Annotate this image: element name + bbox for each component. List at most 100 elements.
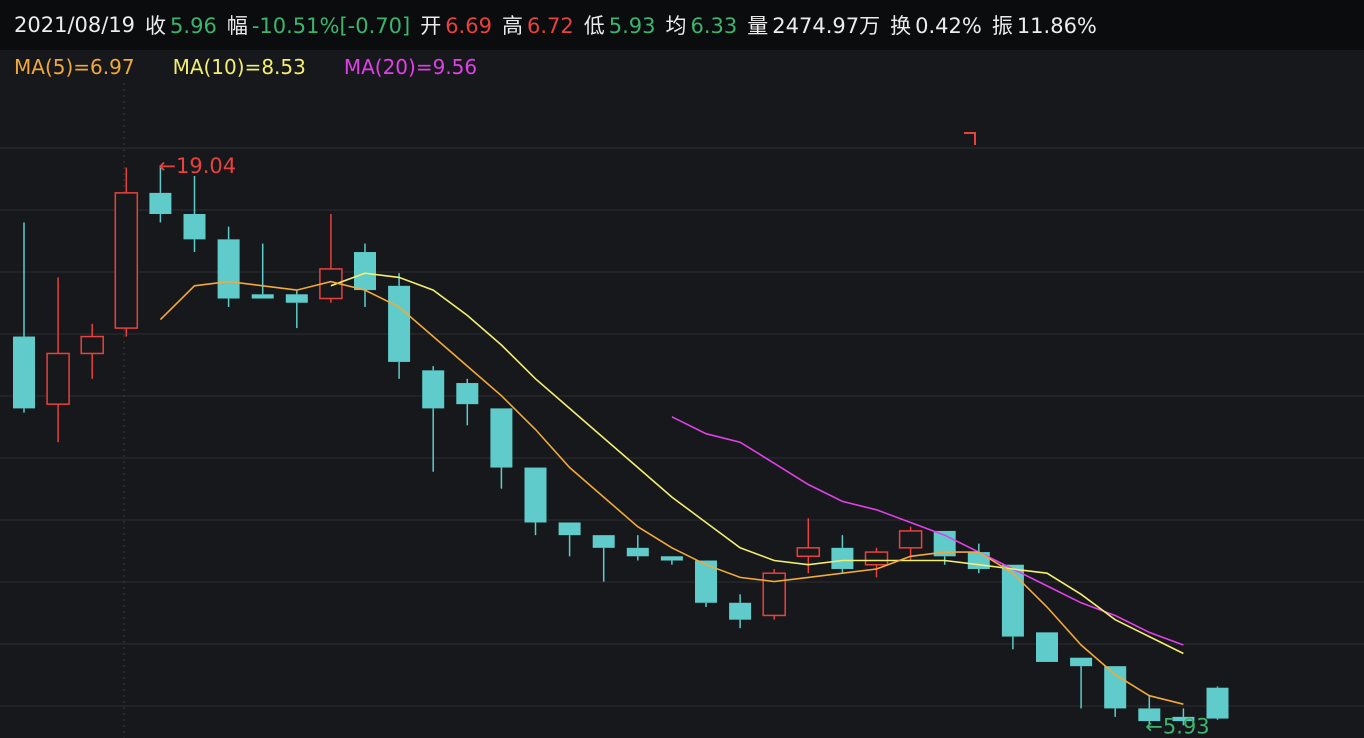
candle-body-up: [796, 547, 821, 558]
ma5-line: [159, 280, 1184, 705]
candle: [456, 378, 479, 426]
min-price-label: ←5.93: [1145, 714, 1209, 738]
corner-marker-icon: [964, 132, 976, 145]
candle-body-down: [729, 602, 752, 620]
candle-body-down: [388, 285, 411, 362]
candle: [285, 290, 308, 329]
candle-body-down: [1001, 564, 1024, 637]
candle-body-down: [354, 252, 376, 291]
ma20-line: [671, 416, 1184, 646]
candle: [251, 243, 274, 299]
ma20-legend-label: MA(20)=9.56: [343, 54, 478, 79]
candle: [660, 556, 683, 565]
change-label: 幅: [226, 14, 248, 38]
candle: [796, 518, 821, 574]
candle-body-up: [46, 352, 70, 405]
amplitude-value: 11.86%: [1016, 14, 1097, 38]
high-label: 高: [501, 14, 523, 38]
candle: [1104, 666, 1127, 717]
candle-body-down: [524, 467, 547, 523]
candle: [1138, 695, 1161, 726]
candle: [319, 214, 343, 303]
candle-body-up: [864, 551, 889, 566]
candle-body-down: [251, 294, 274, 299]
open-label: 开: [420, 14, 442, 38]
ma10-line: [330, 272, 1184, 655]
candle: [729, 594, 752, 629]
candle: [13, 222, 35, 413]
candle: [695, 560, 717, 607]
candle-body-down: [1036, 632, 1058, 662]
candle: [864, 547, 889, 578]
candle: [354, 243, 376, 307]
candlestick-chart[interactable]: ←19.04 ←5.93: [0, 83, 1364, 738]
candle: [1036, 632, 1058, 662]
avg-value: 6.33: [690, 14, 738, 38]
candle: [80, 323, 104, 379]
candle-body-down: [695, 560, 717, 603]
candle-body-up: [114, 192, 139, 329]
candles: [13, 165, 1229, 726]
ma-legend: MA(5)=6.97 MA(10)=8.53 MA(20)=9.56: [0, 50, 1364, 83]
candle: [1001, 564, 1024, 650]
volume-value: 2474.97万: [772, 14, 881, 38]
candle-body-down: [285, 294, 308, 303]
candle-body-down: [1206, 687, 1229, 719]
candle: [1206, 686, 1229, 720]
candle-body-up: [762, 572, 786, 617]
open-value: 6.69: [445, 14, 492, 38]
candle: [114, 167, 139, 337]
low-label: 低: [583, 14, 605, 38]
candle-body-down: [13, 336, 35, 409]
candle: [217, 226, 240, 307]
candle-body-up: [898, 530, 923, 549]
candle-body-down: [592, 535, 615, 548]
candle: [831, 535, 854, 574]
candle-body-down: [456, 383, 479, 405]
candle-body-down: [831, 547, 854, 569]
low-value: 5.93: [608, 14, 656, 38]
candle: [1172, 708, 1195, 726]
moving-averages: [159, 272, 1184, 705]
candle: [592, 535, 615, 582]
candle: [762, 568, 786, 620]
quote-info-bar: 2021/08/19 收 5.96 幅 -10.51%[-0.70] 开 6.69 高…: [0, 0, 1364, 50]
change-value: -10.51%[-0.70]: [251, 14, 411, 38]
candle-body-down: [1138, 708, 1161, 722]
candle-body-down: [660, 556, 683, 561]
candle: [149, 165, 172, 223]
close-label: 收: [145, 14, 167, 38]
candle: [898, 526, 923, 561]
candle: [388, 273, 411, 379]
close-value: 5.96: [170, 14, 217, 38]
turnover-value: 0.42%: [915, 14, 982, 38]
candle: [1070, 657, 1093, 709]
avg-label: 均: [665, 14, 687, 38]
max-price-label: ←19.04: [158, 154, 236, 178]
candle-body-down: [1104, 666, 1127, 709]
candle-body-down: [558, 522, 581, 536]
quote-date: 2021/08/19: [14, 13, 136, 37]
candle: [422, 366, 445, 472]
candle-body-down: [149, 192, 172, 214]
candle-body-down: [217, 239, 240, 299]
candle: [490, 408, 513, 489]
ma10-legend-label: MA(10)=8.53: [172, 54, 306, 79]
candle-body-down: [1172, 716, 1195, 722]
candle: [46, 277, 70, 443]
high-value: 6.72: [526, 14, 574, 38]
candle-body-up: [80, 335, 104, 355]
volume-label: 量: [747, 14, 769, 38]
candle-body-down: [626, 547, 649, 557]
turnover-label: 换: [890, 14, 912, 38]
ma5-legend-label: MA(5)=6.97: [14, 54, 135, 79]
candle: [524, 467, 547, 536]
amplitude-label: 振: [991, 14, 1013, 38]
candle: [558, 522, 581, 557]
candle: [183, 175, 206, 253]
candle-body-down: [1070, 657, 1093, 667]
candle-body-down: [422, 370, 445, 409]
candle: [626, 535, 649, 561]
candle-body-down: [183, 214, 206, 240]
candle-body-down: [490, 408, 513, 468]
